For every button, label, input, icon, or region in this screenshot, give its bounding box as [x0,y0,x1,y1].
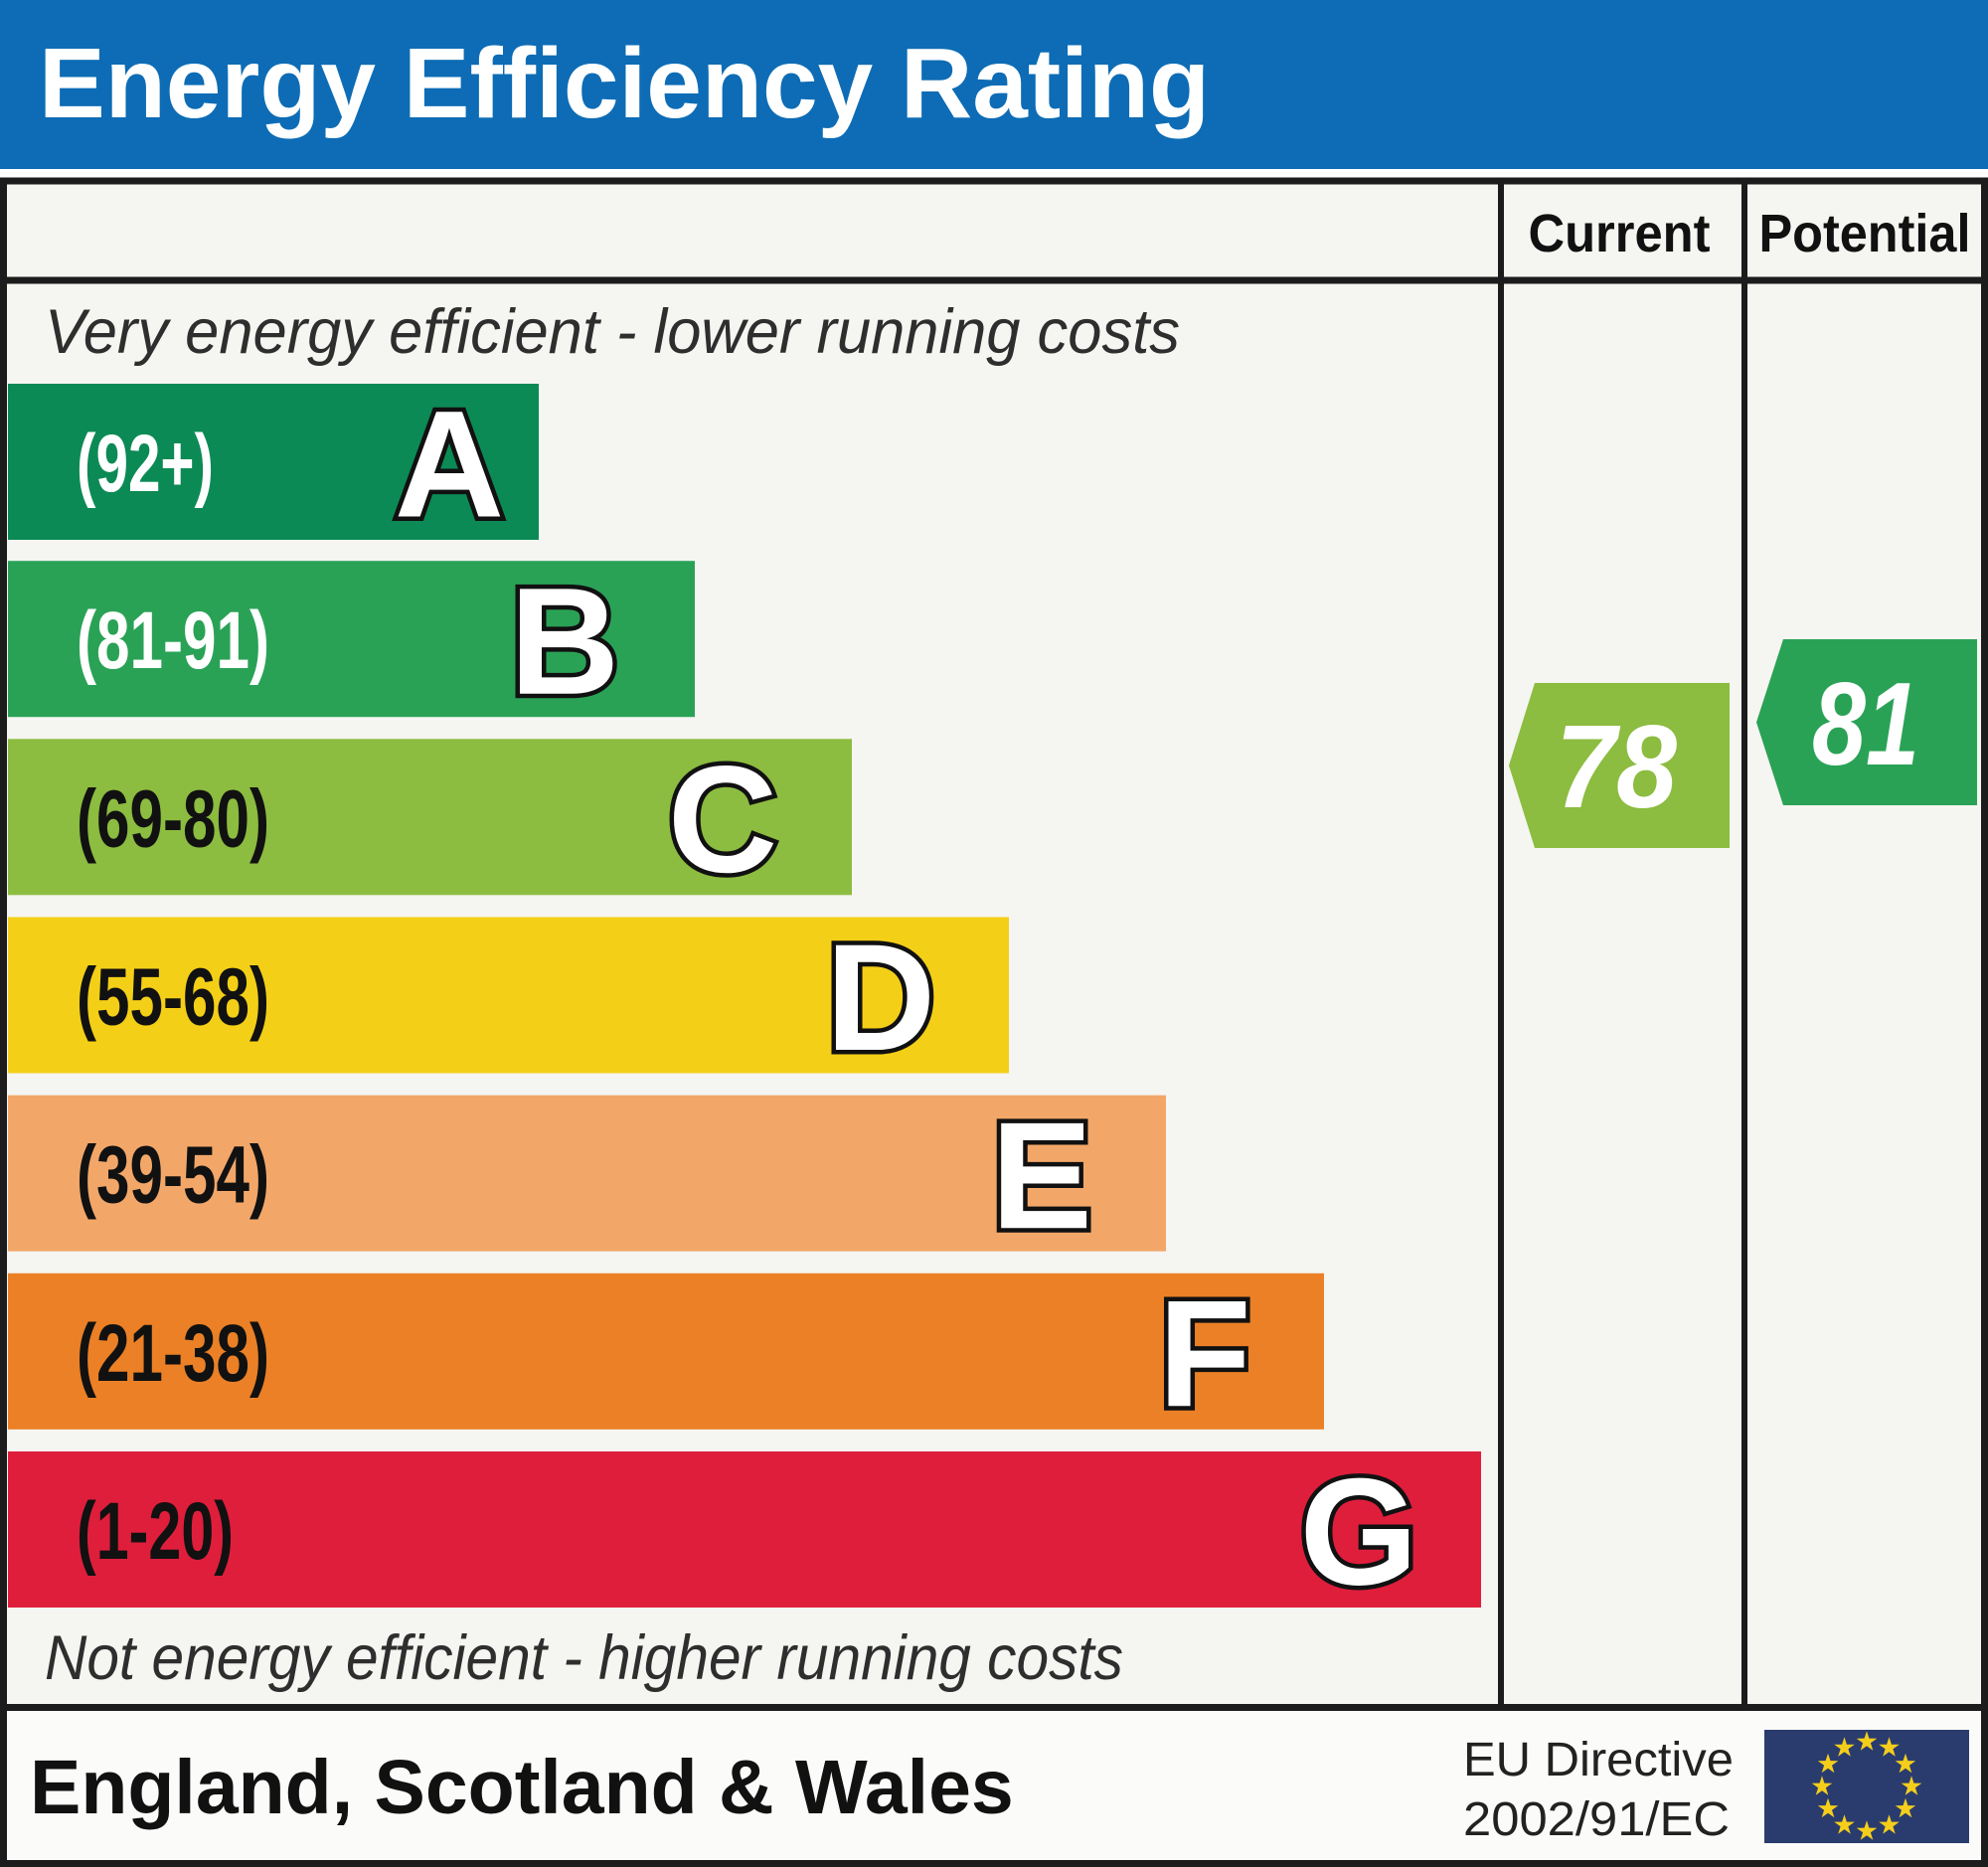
svg-text:(21-38): (21-38) [77,1308,269,1399]
svg-text:2002/91/EC: 2002/91/EC [1463,1793,1730,1846]
svg-text:E: E [991,1091,1092,1261]
svg-text:Not energy efficient - higher: Not energy efficient - higher running co… [45,1623,1123,1693]
svg-text:C: C [668,735,778,905]
svg-text:D: D [826,913,936,1083]
svg-text:(39-54): (39-54) [77,1130,269,1221]
svg-text:A: A [395,380,505,550]
svg-text:EU Directive: EU Directive [1463,1734,1734,1786]
svg-text:(69-80): (69-80) [77,773,269,864]
svg-text:(55-68): (55-68) [77,952,269,1043]
svg-text:(92+): (92+) [77,419,214,509]
svg-text:Very energy efficient - lower: Very energy efficient - lower running co… [45,297,1180,367]
svg-text:B: B [510,557,620,727]
svg-text:Current: Current [1529,204,1711,263]
svg-text:F: F [1158,1269,1250,1439]
svg-text:G: G [1299,1447,1417,1617]
svg-text:Energy Efficiency Rating: Energy Efficiency Rating [39,28,1210,139]
svg-text:(81-91): (81-91) [77,595,269,686]
svg-text:(1-20): (1-20) [77,1486,234,1577]
svg-text:81: 81 [1812,658,1919,790]
svg-text:Potential: Potential [1759,204,1971,263]
svg-text:78: 78 [1556,701,1678,833]
svg-text:England, Scotland & Wales: England, Scotland & Wales [30,1745,1014,1830]
